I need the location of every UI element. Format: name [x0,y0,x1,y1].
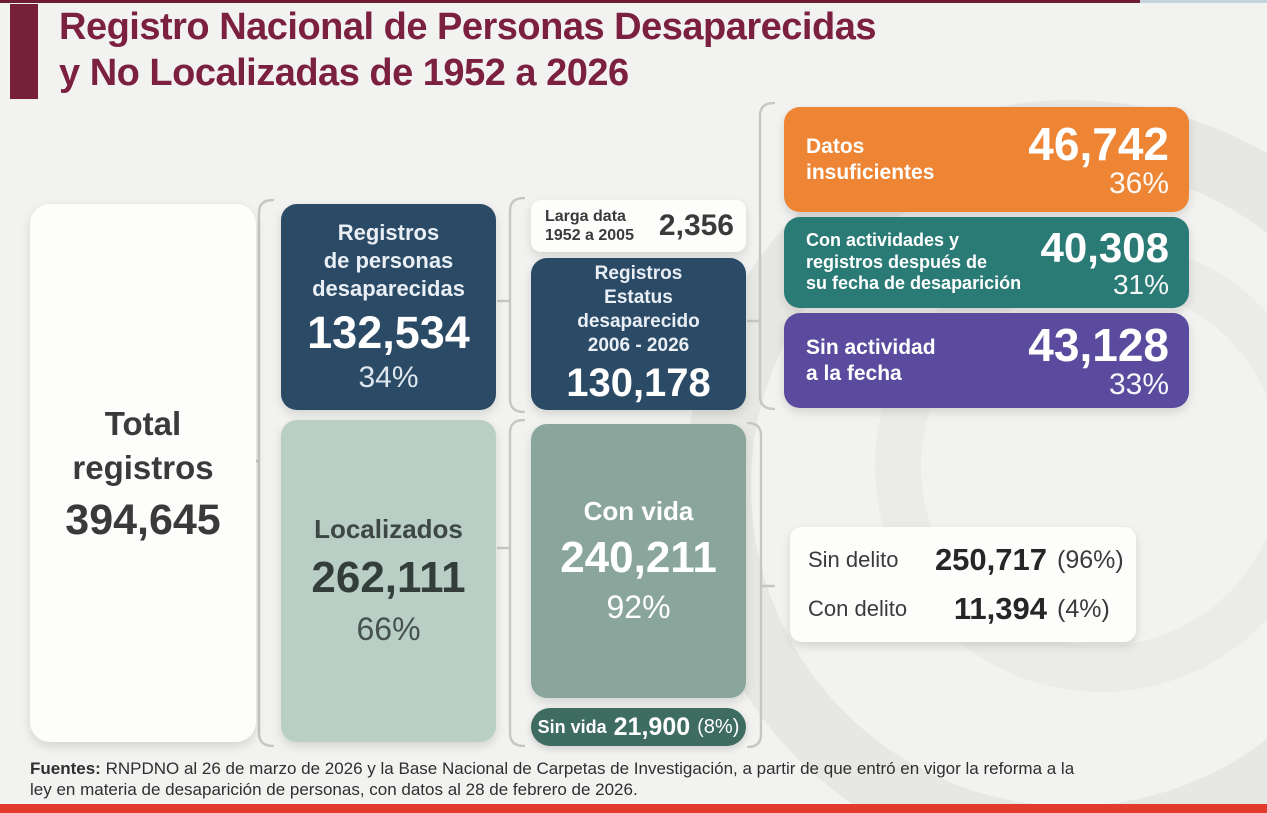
larga-data-box: Larga data 1952 a 2005 2,356 [531,200,746,252]
sin-actividad-value: 43,128 [1028,318,1169,371]
con-vida-box: Con vida 240,211 92% [531,424,746,698]
sin-delito-value: 250,717 [934,542,1047,577]
desaparecidas-box: Registros de personas desaparecidas 132,… [281,204,496,410]
larga-data-value: 2,356 [658,209,734,242]
desaparecidas-percent: 34% [358,361,419,394]
sin-actividad-values: 43,128 33% [1028,322,1169,400]
top-strip-maroon [0,0,1140,3]
total-registros-label: Total registros [72,404,214,486]
con-actividades-values: 40,308 31% [1040,223,1169,300]
desaparecidas-label: Registros de personas desaparecidas [312,220,465,301]
total-registros-value: 394,645 [65,495,221,544]
con-delito-percent: (4%) [1057,594,1110,623]
total-registros-box: Total registros 394,645 [30,204,256,742]
sources-footnote: Fuentes: RNPDNO al 26 de marzo de 2026 y… [30,758,1075,800]
localizados-percent: 66% [356,611,421,647]
con-actividades-box: Con actividades y registros después de s… [784,217,1189,308]
sources-text: RNPDNO al 26 de marzo de 2026 y la Base … [30,759,1075,799]
con-vida-percent: 92% [606,589,671,625]
datos-insuficientes-label: Datos insuficientes [806,134,935,184]
sin-vida-pill: Sin vida 21,900 (8%) [531,708,746,746]
estatus-desaparecido-box: Registros Estatus desaparecido 2006 - 20… [531,258,746,410]
delito-box: Sin delito 250,717 (96%) Con delito 11,3… [790,527,1136,642]
sin-actividad-percent: 33% [1108,367,1169,401]
sin-vida-percent: (8%) [697,715,740,738]
con-actividades-label: Con actividades y registros después de s… [806,229,1022,294]
bottom-red-bar [0,804,1267,813]
bracket-localizados-to-vida [497,419,525,747]
header-accent-bar [10,4,38,99]
estatus-value: 130,178 [566,361,711,405]
bracket-estatus-to-categorias [747,102,775,410]
page-title: Registro Nacional de Personas Desapareci… [59,4,1059,96]
bracket-desaparecidas-to-estatus [497,197,525,413]
bracket-vida-to-delito [747,422,775,748]
title-line2-regular: y No Localizadas de [59,52,423,94]
title-line2-years: 1952 a 2026 [422,52,629,94]
con-delito-row: Con delito 11,394 (4%) [808,591,1118,627]
larga-data-label: Larga data 1952 a 2005 [545,208,634,244]
con-actividades-value: 40,308 [1040,223,1169,271]
sources-label: Fuentes: [30,759,101,778]
con-delito-value: 11,394 [953,591,1047,626]
datos-insuficientes-percent: 36% [1108,166,1169,200]
title-line1: Registro Nacional de Personas Desapareci… [59,6,876,48]
top-strip-blue [1140,0,1267,3]
localizados-label: Localizados [314,514,463,544]
datos-insuficientes-box: Datos insuficientes 46,742 36% [784,107,1189,212]
localizados-value: 262,111 [311,553,466,602]
datos-insuficientes-values: 46,742 36% [1028,121,1169,199]
sin-delito-row: Sin delito 250,717 (96%) [808,542,1124,578]
con-vida-label: Con vida [583,496,694,526]
con-actividades-percent: 31% [1112,268,1169,300]
datos-insuficientes-value: 46,742 [1028,117,1169,170]
sin-actividad-box: Sin actividad a la fecha 43,128 33% [784,313,1189,408]
desaparecidas-value: 132,534 [307,307,470,358]
con-vida-value: 240,211 [560,533,717,582]
con-delito-label: Con delito [808,596,908,621]
localizados-box: Localizados 262,111 66% [281,420,496,742]
estatus-label: Registros Estatus desaparecido 2006 - 20… [577,263,700,356]
sin-vida-label: Sin vida [537,716,607,737]
sin-vida-value: 21,900 [613,712,691,741]
sin-delito-percent: (96%) [1057,545,1124,574]
sin-actividad-label: Sin actividad a la fecha [806,335,936,385]
sin-delito-label: Sin delito [808,547,899,572]
